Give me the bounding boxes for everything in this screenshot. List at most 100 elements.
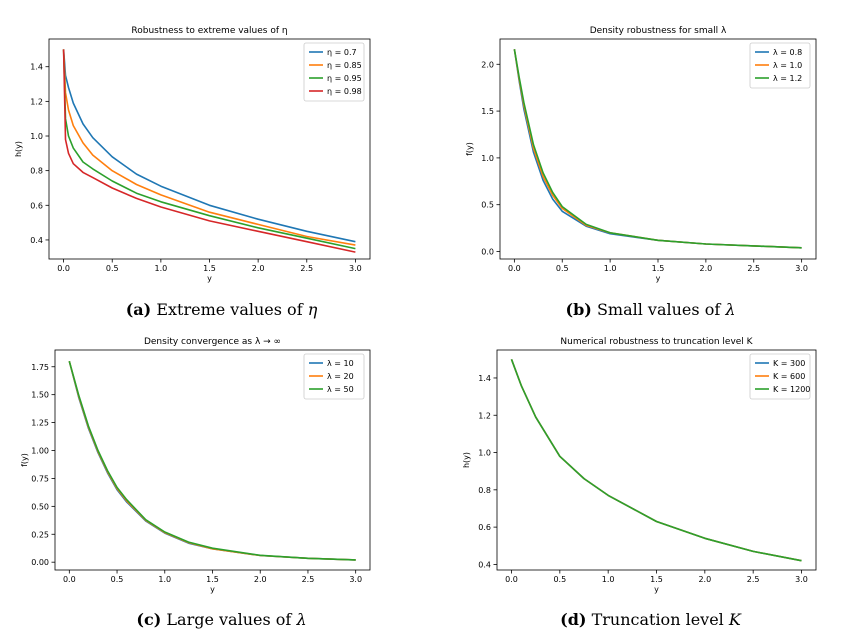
x-tick-label: 1.5 <box>206 575 219 584</box>
x-tick-label: 1.5 <box>652 264 665 273</box>
y-tick-label: 1.0 <box>478 449 491 458</box>
caption-a: (a) Extreme values of η <box>49 300 394 319</box>
y-tick-label: 1.25 <box>31 419 49 428</box>
y-tick-label: 0.0 <box>481 248 494 257</box>
x-tick-label: 0.0 <box>505 575 518 584</box>
legend-label: η = 0.98 <box>327 87 362 96</box>
legend-box <box>303 42 365 102</box>
x-tick-label: 0.5 <box>553 575 566 584</box>
caption-text: Large values of <box>166 610 292 629</box>
legend-label: λ = 1.2 <box>773 74 802 83</box>
x-tick-label: 0.5 <box>111 575 124 584</box>
x-tick-label: 2.0 <box>698 575 711 584</box>
x-tick-label: 2.5 <box>302 575 315 584</box>
y-tick-label: 1.00 <box>31 447 49 456</box>
y-tick-label: 0.6 <box>478 523 491 532</box>
y-tick-label: 0.50 <box>31 502 49 511</box>
y-axis-label: f(y) <box>20 453 29 467</box>
series-line-4 <box>62 49 356 253</box>
legend-label: η = 0.85 <box>327 61 362 70</box>
x-tick-label: 0.0 <box>57 264 70 273</box>
y-tick-label: 1.50 <box>31 391 49 400</box>
x-tick-label: 3.0 <box>349 575 362 584</box>
caption-text: Extreme values of <box>156 300 303 319</box>
series-line-3 <box>68 360 356 561</box>
caption-c: (c) Large values of λ <box>49 610 394 629</box>
caption-label: (b) <box>565 300 592 319</box>
legend: η = 0.7 η = 0.85 η = 0.95 η = 0.98 <box>303 42 365 102</box>
legend-box <box>749 42 811 89</box>
y-axis-label: h(y) <box>14 141 23 157</box>
chart-title: Density convergence as λ → ∞ <box>144 337 281 347</box>
y-axis-label: f(y) <box>465 142 474 156</box>
x-axis-label: y <box>656 274 661 283</box>
x-axis-label: y <box>210 585 215 594</box>
y-tick-label: 2.0 <box>481 60 494 69</box>
caption-label: (d) <box>560 610 587 629</box>
legend-label: λ = 50 <box>327 385 354 394</box>
y-tick-label: 0.4 <box>30 236 43 245</box>
y-tick-label: 0.8 <box>478 486 491 495</box>
caption-text: Small values of <box>596 300 721 319</box>
caption-label: (c) <box>136 610 162 629</box>
legend: λ = 10 λ = 20 λ = 50 <box>303 353 365 400</box>
x-tick-label: 3.0 <box>349 264 362 273</box>
y-tick-label: 1.75 <box>31 363 49 372</box>
y-tick-label: 0.00 <box>31 558 49 567</box>
series-line-3 <box>513 49 802 249</box>
y-tick-label: 0.4 <box>478 560 491 569</box>
caption-symbol: λ <box>296 610 307 629</box>
x-tick-label: 1.0 <box>158 575 171 584</box>
x-tick-label: 1.0 <box>154 264 167 273</box>
x-tick-label: 0.5 <box>556 264 569 273</box>
caption-b: (b) Small values of λ <box>478 300 823 319</box>
y-tick-label: 1.0 <box>481 154 494 163</box>
y-tick-label: 1.2 <box>478 411 491 420</box>
y-tick-label: 1.2 <box>30 97 43 106</box>
legend-label: K = 600 <box>773 372 805 381</box>
y-tick-label: 1.4 <box>30 63 43 72</box>
x-tick-label: 2.5 <box>747 575 760 584</box>
caption-d: (d) Truncation level K <box>478 610 823 629</box>
y-tick-label: 0.25 <box>31 530 49 539</box>
series-line-1 <box>62 49 356 243</box>
x-tick-label: 1.0 <box>604 264 617 273</box>
series-line-3 <box>62 49 356 250</box>
x-tick-label: 1.5 <box>650 575 663 584</box>
legend-label: K = 1200 <box>773 385 810 394</box>
caption-symbol: λ <box>725 300 736 319</box>
chart-title: Robustness to extreme values of η <box>131 26 287 36</box>
x-tick-label: 0.0 <box>63 575 76 584</box>
caption-label: (a) <box>125 300 152 319</box>
x-tick-label: 2.0 <box>252 264 265 273</box>
chart-title: Numerical robustness to truncation level… <box>560 337 753 347</box>
x-tick-label: 1.5 <box>203 264 216 273</box>
y-axis-label: h(y) <box>462 452 471 468</box>
legend: λ = 0.8 λ = 1.0 λ = 1.2 <box>749 42 811 89</box>
chart-title: Density robustness for small λ <box>590 26 727 36</box>
chart-panel-4: 0.0 0.5 1.0 1.5 2.0 2.5 3.0 0.4 0.6 0.8 1.0 1.2 1.4 N… <box>462 337 817 594</box>
y-tick-label: 0.6 <box>30 201 43 210</box>
series-line-3 <box>510 359 802 562</box>
x-tick-label: 3.0 <box>795 264 808 273</box>
chart-panel-3: 0.0 0.5 1.0 1.5 2.0 2.5 3.0 0.00 0.25 0.50 0.75 1.0… <box>20 337 371 594</box>
x-tick-label: 0.0 <box>508 264 521 273</box>
legend: K = 300 K = 600 K = 1200 <box>749 353 811 400</box>
legend-label: λ = 10 <box>327 359 354 368</box>
y-tick-label: 0.8 <box>30 167 43 176</box>
x-tick-label: 2.0 <box>254 575 267 584</box>
y-tick-label: 1.5 <box>481 107 494 116</box>
x-tick-label: 1.0 <box>602 575 615 584</box>
legend-label: η = 0.95 <box>327 74 362 83</box>
legend-box <box>749 353 811 400</box>
legend-label: η = 0.7 <box>327 48 357 57</box>
caption-symbol: K <box>728 610 741 629</box>
caption-symbol: η <box>307 300 318 319</box>
y-tick-label: 1.4 <box>478 374 491 383</box>
x-axis-label: y <box>654 585 659 594</box>
y-tick-label: 0.75 <box>31 474 49 483</box>
legend-box <box>303 353 365 400</box>
legend-label: K = 300 <box>773 359 805 368</box>
x-tick-label: 2.5 <box>300 264 313 273</box>
